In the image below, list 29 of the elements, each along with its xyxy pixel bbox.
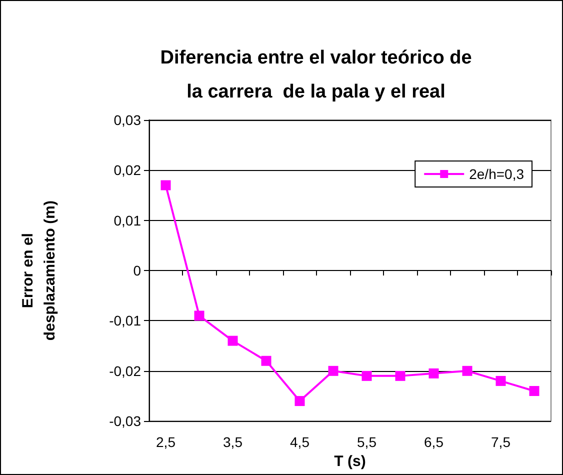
x-tick-label: 7,5	[491, 434, 511, 450]
x-tick-label: 6,5	[424, 434, 444, 450]
y-tick-label: 0,02	[114, 162, 142, 178]
x-tick-label: 4,5	[290, 434, 310, 450]
y-tick-label: 0	[133, 262, 142, 279]
point	[362, 370, 372, 381]
point	[529, 386, 540, 396]
point	[462, 366, 472, 376]
y-axis-title: Error en el desplazamiento (m)	[20, 200, 58, 341]
x-tick-label: 3,5	[223, 434, 243, 450]
x-tick-label: 5,5	[357, 434, 377, 450]
point	[294, 396, 305, 406]
y-tick-label: -0,03	[109, 413, 142, 430]
x-axis-title: T (s)	[334, 453, 366, 470]
point	[194, 310, 204, 321]
point	[160, 180, 171, 190]
point	[328, 366, 338, 376]
point	[395, 370, 406, 381]
chart-title: Diferencia entre el valor teórico de la carrera de la pala y el real	[160, 48, 472, 102]
y-tick-label: -0,01	[109, 312, 142, 329]
y-tick-label: 0,03	[114, 112, 142, 128]
point	[496, 376, 506, 386]
x-tick-label: 2,5	[156, 434, 176, 450]
point	[228, 336, 238, 346]
point	[428, 368, 439, 378]
legend-label: 2e/h=0,3	[469, 166, 524, 182]
y-tick-label: -0,02	[109, 362, 142, 379]
point	[261, 356, 272, 366]
y-tick-label: 0,01	[114, 212, 142, 228]
